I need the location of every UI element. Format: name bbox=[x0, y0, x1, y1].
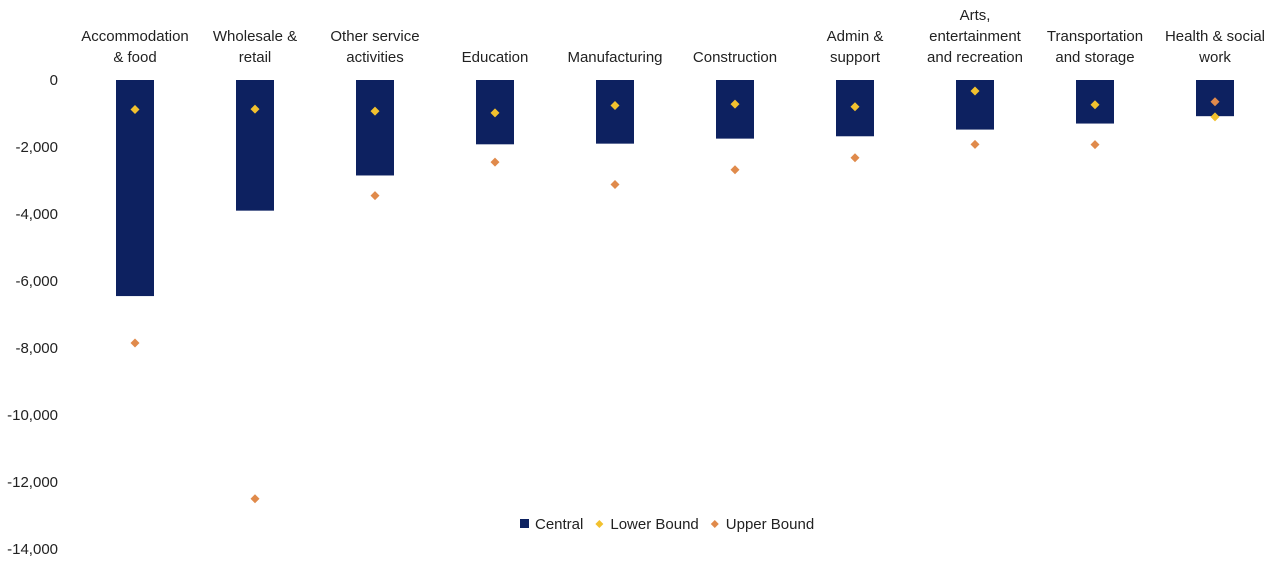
legend-upper-bound-label: Upper Bound bbox=[726, 516, 814, 533]
legend-upper-bound-swatch bbox=[710, 520, 719, 528]
category-label: Manufacturing bbox=[567, 49, 662, 66]
marker-lower-bound bbox=[250, 104, 260, 114]
category-label: Other service bbox=[330, 28, 419, 45]
bar-central bbox=[596, 80, 634, 144]
category-label: Transportation bbox=[1047, 28, 1143, 45]
marker-lower-bound bbox=[130, 104, 140, 114]
marker-lower-bound bbox=[610, 100, 620, 110]
marker-lower-bound bbox=[1210, 112, 1220, 122]
y-axis: 0 -2,000 -4,000 -6,000 -8,000 -10,000 -12,000 -… bbox=[7, 72, 58, 558]
marker-upper-bound bbox=[610, 180, 620, 190]
category-label: and recreation bbox=[927, 49, 1023, 66]
bar-central bbox=[236, 80, 274, 211]
bar-central bbox=[116, 80, 154, 297]
marker-lower-bound bbox=[850, 102, 860, 112]
marker-upper-bound bbox=[250, 494, 260, 504]
category-label: entertainment bbox=[929, 28, 1022, 45]
category-label: activities bbox=[346, 49, 404, 66]
y-tick-label: -8,000 bbox=[15, 340, 58, 357]
category-label: Accommodation bbox=[81, 28, 189, 45]
bars bbox=[116, 80, 1234, 297]
marker-upper-bound bbox=[850, 153, 860, 163]
y-tick-label: -2,000 bbox=[15, 139, 58, 156]
category-label: work bbox=[1198, 49, 1231, 66]
legend-central-label: Central bbox=[535, 516, 583, 533]
markers bbox=[130, 86, 1220, 504]
marker-upper-bound bbox=[1210, 97, 1220, 107]
bar-central bbox=[356, 80, 394, 176]
category-label: retail bbox=[239, 49, 272, 66]
category-label: Construction bbox=[693, 49, 777, 66]
legend: Central Lower Bound Upper Bound bbox=[520, 516, 814, 533]
marker-upper-bound bbox=[370, 191, 380, 201]
category-label: Admin & bbox=[827, 28, 884, 45]
category-labels: Accommodation & food Wholesale & retail Othe… bbox=[81, 7, 1265, 66]
category-label: support bbox=[830, 49, 881, 66]
marker-upper-bound bbox=[1090, 140, 1100, 150]
y-tick-label: -6,000 bbox=[15, 273, 58, 290]
category-label: Education bbox=[462, 49, 529, 66]
legend-lower-bound-swatch bbox=[595, 520, 604, 528]
y-tick-label: -4,000 bbox=[15, 206, 58, 223]
category-label: & food bbox=[113, 49, 156, 66]
legend-central-swatch bbox=[520, 519, 529, 528]
y-tick-label: -12,000 bbox=[7, 474, 58, 491]
category-label: Health & social bbox=[1165, 28, 1265, 45]
bar-central bbox=[716, 80, 754, 139]
marker-lower-bound bbox=[1090, 100, 1100, 110]
marker-lower-bound bbox=[490, 108, 500, 118]
marker-upper-bound bbox=[130, 338, 140, 348]
category-label: and storage bbox=[1055, 49, 1134, 66]
marker-lower-bound bbox=[970, 86, 980, 96]
y-tick-label: -14,000 bbox=[7, 541, 58, 558]
marker-upper-bound bbox=[730, 165, 740, 175]
category-label: Wholesale & bbox=[213, 28, 297, 45]
marker-upper-bound bbox=[970, 139, 980, 149]
marker-lower-bound bbox=[370, 106, 380, 116]
y-tick-label: -10,000 bbox=[7, 407, 58, 424]
legend-lower-bound-label: Lower Bound bbox=[610, 516, 698, 533]
marker-lower-bound bbox=[730, 99, 740, 109]
marker-upper-bound bbox=[490, 157, 500, 167]
category-label: Arts, bbox=[960, 7, 991, 24]
y-tick-label: 0 bbox=[50, 72, 58, 89]
